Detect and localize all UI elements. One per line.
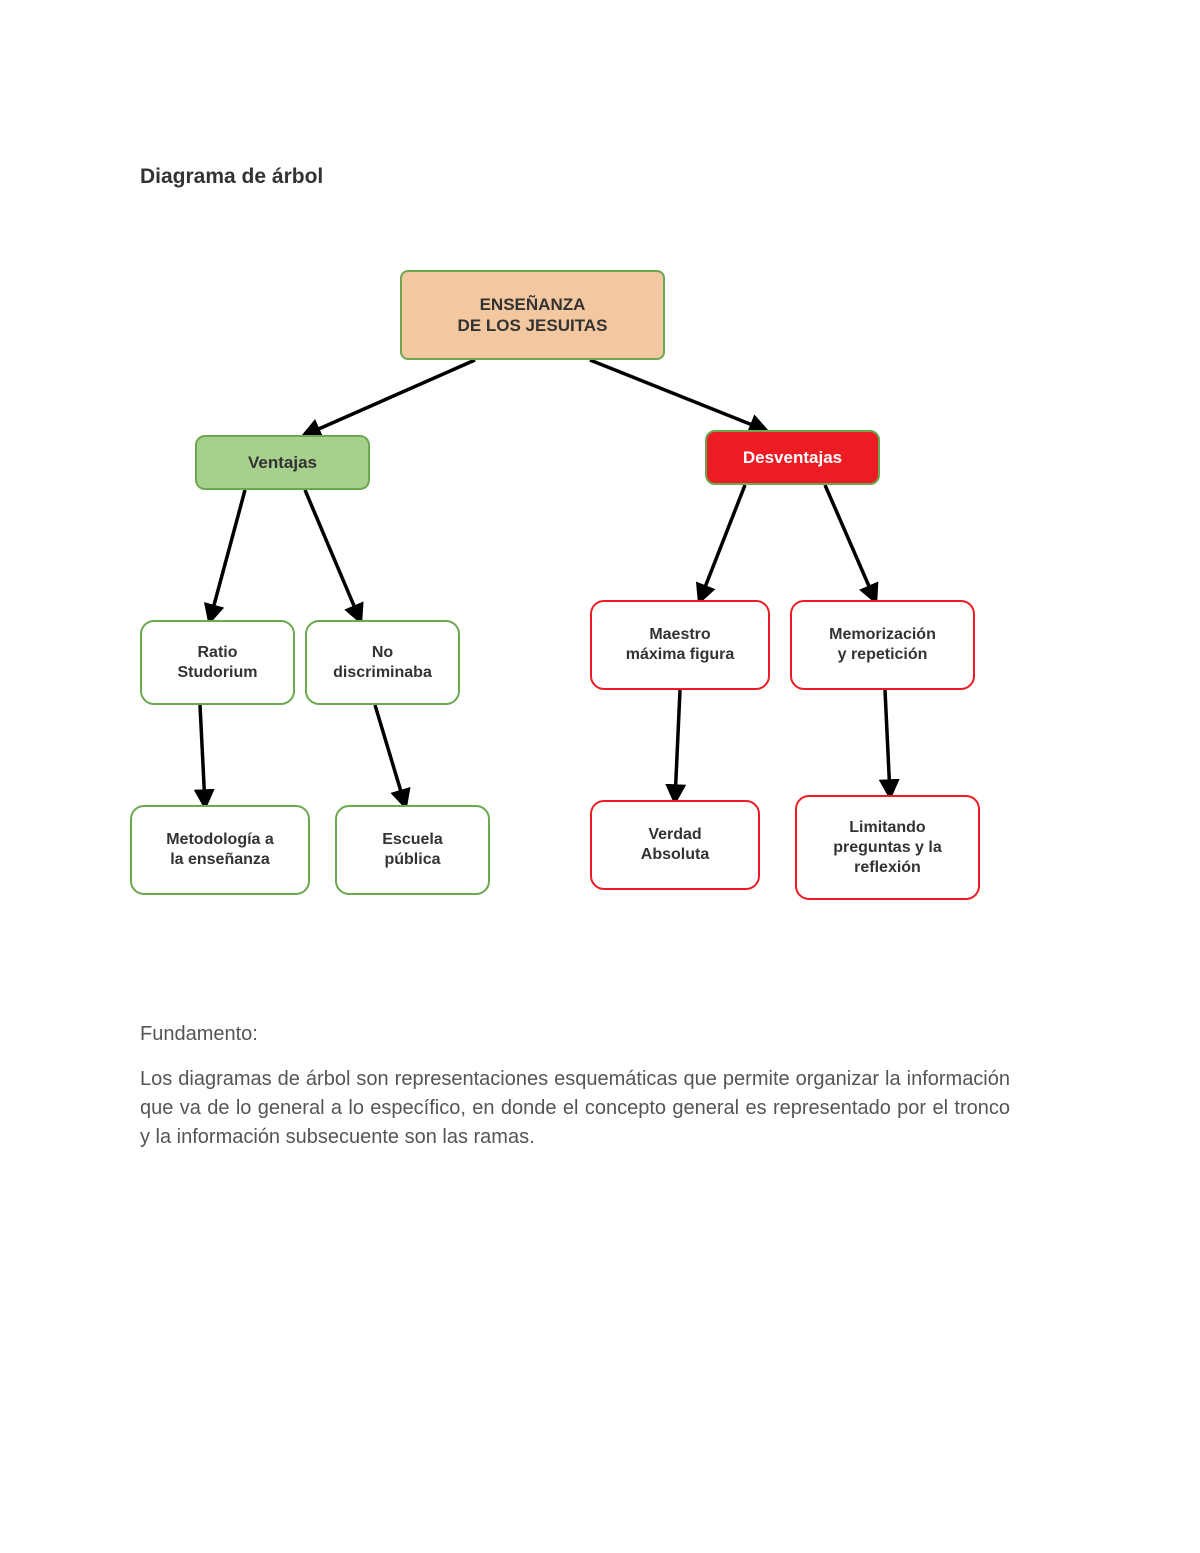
tree-node-metodo: Metodología ala enseñanza xyxy=(130,805,310,895)
tree-node-desventajas: Desventajas xyxy=(705,430,880,485)
tree-node-label: VerdadAbsoluta xyxy=(641,825,709,865)
tree-edge xyxy=(200,705,205,805)
tree-arrows-layer xyxy=(0,0,1200,1553)
footer-heading: Fundamento: xyxy=(140,1020,258,1049)
tree-edge xyxy=(305,490,360,620)
tree-node-ratio: RatioStudorium xyxy=(140,620,295,705)
footer-paragraph: Los diagramas de árbol son representacio… xyxy=(140,1065,1010,1152)
tree-node-limit: Limitandopreguntas y lareflexión xyxy=(795,795,980,900)
tree-node-root: ENSEÑANZADE LOS JESUITAS xyxy=(400,270,665,360)
tree-edge xyxy=(825,485,875,600)
tree-node-label: Memorizacióny repetición xyxy=(829,625,936,665)
tree-node-label: Metodología ala enseñanza xyxy=(166,830,274,870)
tree-node-label: RatioStudorium xyxy=(178,643,258,683)
tree-node-label: ENSEÑANZADE LOS JESUITAS xyxy=(458,294,608,337)
tree-node-noDisc: Nodiscriminaba xyxy=(305,620,460,705)
page-title: Diagrama de árbol xyxy=(140,165,323,189)
tree-edge xyxy=(375,705,405,805)
page: Diagrama de árbol ENSEÑANZADE LOS JESUIT… xyxy=(0,0,1200,1553)
tree-node-verdad: VerdadAbsoluta xyxy=(590,800,760,890)
tree-edge xyxy=(590,360,765,430)
tree-node-maestro: Maestromáxima figura xyxy=(590,600,770,690)
tree-node-label: Desventajas xyxy=(743,447,842,468)
tree-node-label: Ventajas xyxy=(248,452,317,473)
tree-edge xyxy=(675,690,680,800)
tree-node-label: Maestromáxima figura xyxy=(626,625,734,665)
tree-node-ventajas: Ventajas xyxy=(195,435,370,490)
tree-edge xyxy=(210,490,245,620)
tree-edge xyxy=(305,360,475,435)
tree-edge xyxy=(700,485,745,600)
tree-node-escuela: Escuelapública xyxy=(335,805,490,895)
tree-node-label: Limitandopreguntas y lareflexión xyxy=(833,818,941,878)
tree-node-label: Escuelapública xyxy=(382,830,442,870)
tree-node-label: Nodiscriminaba xyxy=(333,643,432,683)
tree-edge xyxy=(885,690,890,795)
tree-node-memo: Memorizacióny repetición xyxy=(790,600,975,690)
